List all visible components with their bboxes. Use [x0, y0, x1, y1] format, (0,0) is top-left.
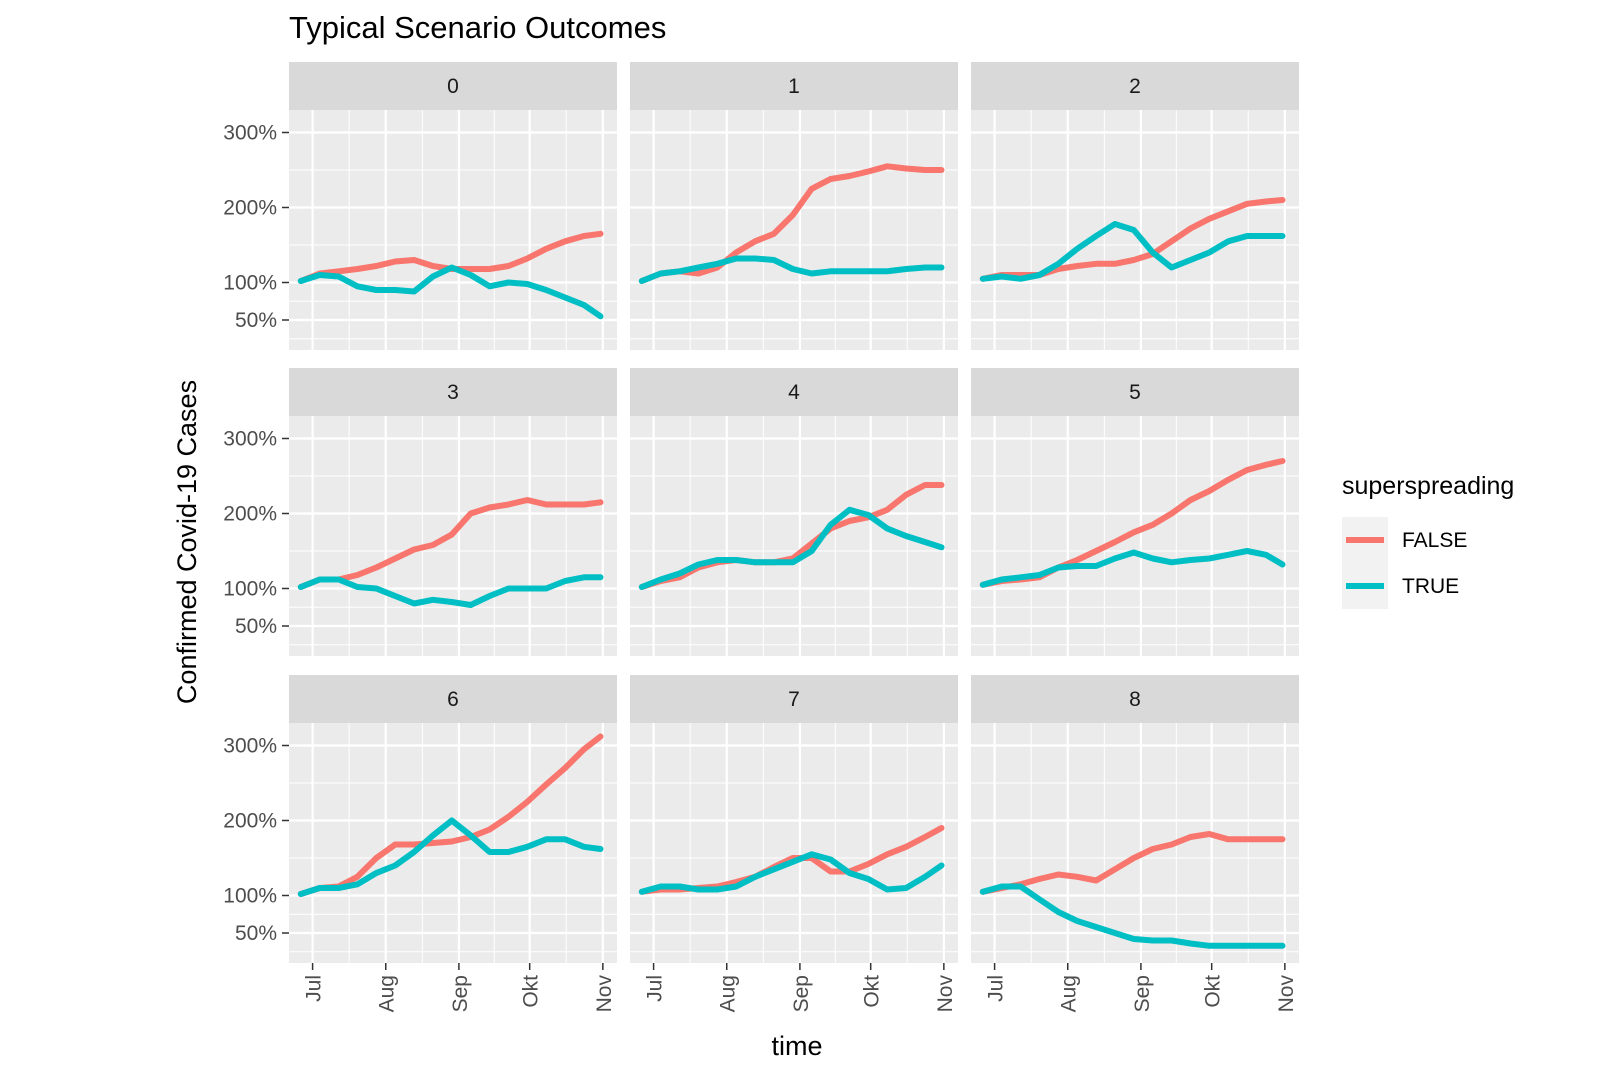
facet-panel-3: 3 50% 100% 200% 300%: [223, 368, 617, 656]
facet-strip-label: 8: [1129, 688, 1141, 711]
facet-panel-1: 1: [630, 62, 958, 350]
series-line-true: [638, 851, 945, 895]
series-line-true: [638, 255, 945, 284]
series-line-true: [297, 817, 604, 897]
facet-panel-2: 2: [971, 62, 1299, 350]
facet-strip-label: 2: [1129, 75, 1141, 98]
y-tick-label: 300%: [223, 122, 277, 145]
y-tick-label: 200%: [223, 503, 277, 526]
panel-background: [630, 723, 958, 963]
facet-strip: [630, 675, 958, 723]
facet-strip-label: 6: [447, 688, 459, 711]
x-tick-label: Okt: [861, 975, 884, 1008]
x-tick-label: Aug: [717, 975, 740, 1012]
facet-strip-label: 4: [788, 381, 800, 404]
y-tick-label: 50%: [235, 922, 277, 945]
series-line-false: [979, 831, 1286, 895]
legend-label-true: TRUE: [1402, 575, 1459, 598]
y-tick-label: 300%: [223, 735, 277, 758]
facet-strip: [289, 62, 617, 110]
x-tick-label: Aug: [1058, 975, 1081, 1012]
series-line-true: [979, 548, 1286, 588]
x-tick-label: Nov: [934, 975, 957, 1013]
facet-panels: 0 50% 100% 200% 300% 1 2 3 50% 100% 200% 300% 4 5 6 50%…: [223, 62, 1299, 1012]
y-tick-label: 200%: [223, 197, 277, 220]
y-tick-label: 100%: [223, 578, 277, 601]
x-tick-label: Sep: [790, 975, 813, 1012]
facet-strip-label: 0: [447, 75, 459, 98]
panel-background: [630, 110, 958, 350]
facet-strip: [630, 62, 958, 110]
legend-items: FALSE TRUE: [1342, 517, 1467, 609]
series-line-true: [638, 506, 945, 590]
x-tick-label: Okt: [520, 975, 543, 1008]
x-tick-label: Jul: [303, 975, 326, 1002]
panel-background: [971, 416, 1299, 656]
facet-panel-6: 6 50% 100% 200% 300% Jul Aug Sep Okt Nov: [223, 675, 617, 1012]
x-tick-label: Sep: [449, 975, 472, 1012]
series-line-true: [979, 221, 1286, 282]
facet-strip: [630, 368, 958, 416]
facet-strip-label: 3: [447, 381, 459, 404]
facet-strip: [971, 675, 1299, 723]
y-tick-label: 300%: [223, 428, 277, 451]
facet-strip-label: 7: [788, 688, 800, 711]
facet-strip: [289, 368, 617, 416]
series-line-true: [979, 883, 1286, 949]
y-axis-title: Confirmed Covid-19 Cases: [172, 380, 202, 704]
facet-strip: [971, 368, 1299, 416]
facet-strip-label: 5: [1129, 381, 1141, 404]
x-axis-title: time: [771, 1031, 822, 1061]
series-line-true: [297, 264, 604, 320]
legend-label-false: FALSE: [1402, 529, 1467, 552]
x-tick-label: Jul: [985, 975, 1008, 1002]
y-tick-label: 50%: [235, 615, 277, 638]
panel-background: [289, 110, 617, 350]
chart-title: Typical Scenario Outcomes: [289, 10, 666, 45]
facet-strip: [971, 62, 1299, 110]
facet-panel-5: 5: [971, 368, 1299, 656]
facet-strip: [289, 675, 617, 723]
facet-panel-4: 4: [630, 368, 958, 656]
y-tick-label: 200%: [223, 810, 277, 833]
x-tick-label: Aug: [376, 975, 399, 1012]
series-line-false: [638, 163, 945, 284]
series-line-false: [297, 733, 604, 897]
facet-panel-8: 8 Jul Aug Sep Okt Nov: [971, 675, 1299, 1012]
legend-title: superspreading: [1342, 472, 1514, 500]
series-line-false: [297, 497, 604, 590]
series-line-true: [297, 574, 604, 608]
facet-strip-label: 1: [788, 75, 800, 98]
x-tick-label: Sep: [1131, 975, 1154, 1012]
x-tick-label: Nov: [593, 975, 616, 1013]
legend: superspreading FALSE TRUE: [1342, 472, 1514, 609]
x-tick-label: Okt: [1202, 975, 1225, 1008]
x-tick-label: Jul: [644, 975, 667, 1002]
y-tick-label: 100%: [223, 885, 277, 908]
facet-panel-0: 0 50% 100% 200% 300%: [223, 62, 617, 350]
x-tick-label: Nov: [1275, 975, 1298, 1013]
y-tick-label: 50%: [235, 309, 277, 332]
y-tick-label: 100%: [223, 272, 277, 295]
facet-panel-7: 7 Jul Aug Sep Okt Nov: [630, 675, 958, 1012]
panel-background: [971, 723, 1299, 963]
